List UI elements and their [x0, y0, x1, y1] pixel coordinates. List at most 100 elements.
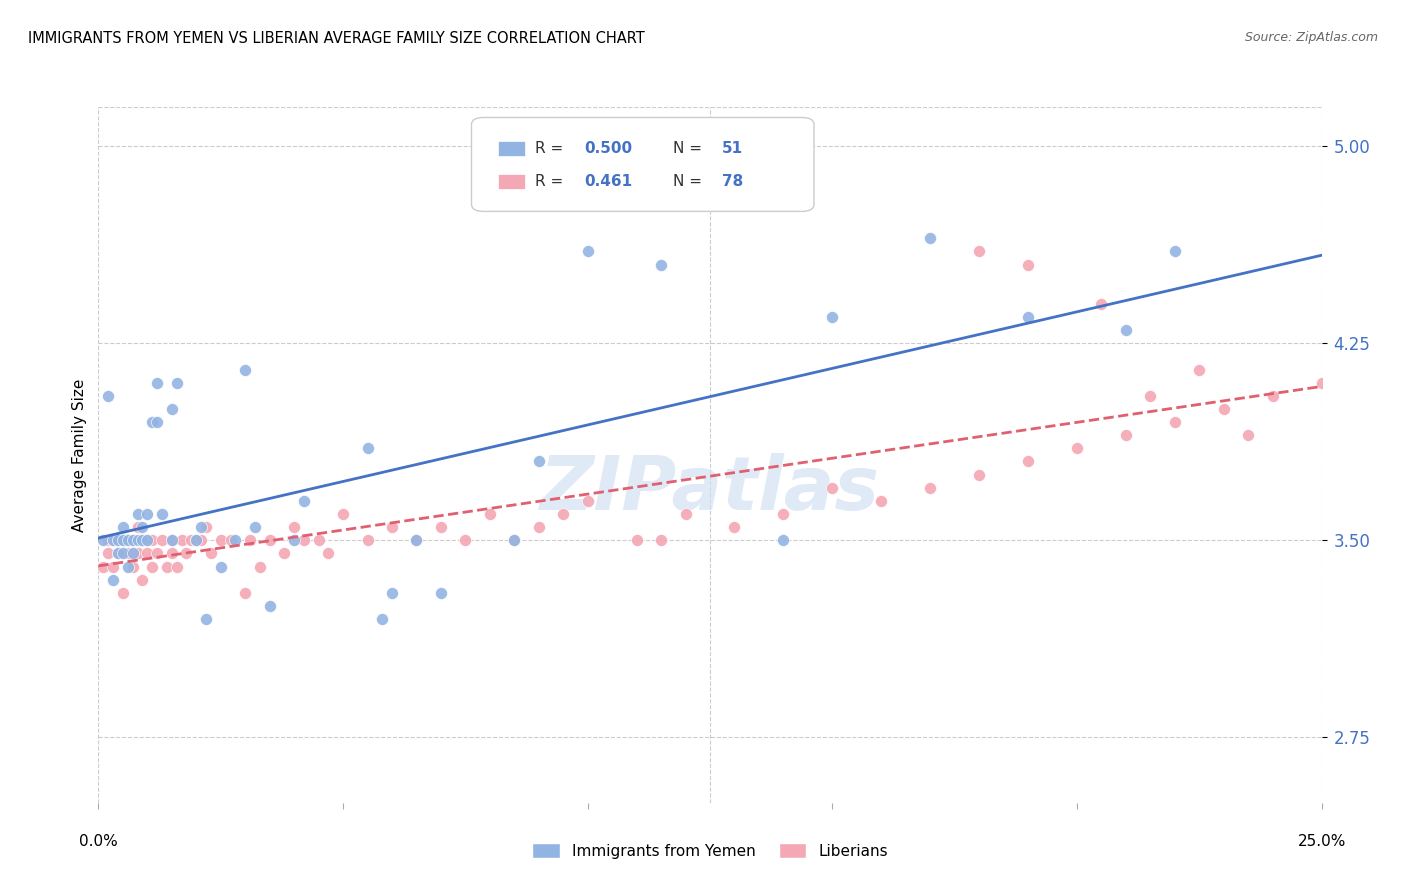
- Point: [967, 244, 990, 259]
- Point: [160, 401, 183, 416]
- Point: [1090, 297, 1112, 311]
- Text: ZIPatlas: ZIPatlas: [540, 453, 880, 526]
- Text: 0.0%: 0.0%: [79, 834, 118, 849]
- Point: [292, 494, 315, 508]
- Point: [121, 546, 143, 560]
- Point: [576, 494, 599, 508]
- Point: [127, 546, 149, 560]
- Point: [243, 520, 266, 534]
- Point: [553, 507, 575, 521]
- Point: [121, 533, 143, 548]
- Text: 78: 78: [723, 174, 744, 189]
- Point: [117, 533, 139, 548]
- Bar: [498, 141, 526, 156]
- Point: [101, 533, 124, 548]
- Point: [170, 533, 193, 548]
- Point: [141, 559, 163, 574]
- Point: [356, 442, 378, 456]
- FancyBboxPatch shape: [471, 118, 814, 211]
- Point: [675, 507, 697, 521]
- Point: [1310, 376, 1333, 390]
- Point: [131, 520, 153, 534]
- Point: [503, 533, 526, 548]
- Point: [1017, 454, 1039, 468]
- Point: [117, 533, 139, 548]
- Point: [371, 612, 394, 626]
- Point: [97, 389, 120, 403]
- Point: [150, 533, 173, 548]
- Point: [233, 362, 256, 376]
- Point: [195, 520, 218, 534]
- Point: [101, 533, 124, 548]
- Point: [127, 507, 149, 521]
- Point: [821, 481, 844, 495]
- Point: [920, 481, 942, 495]
- Point: [111, 546, 134, 560]
- Point: [1261, 389, 1284, 403]
- Point: [356, 533, 378, 548]
- Point: [186, 533, 208, 548]
- Point: [91, 559, 114, 574]
- Bar: [498, 174, 526, 189]
- Point: [121, 559, 143, 574]
- Point: [1164, 415, 1187, 429]
- Point: [131, 573, 153, 587]
- Point: [1066, 442, 1088, 456]
- Point: [160, 546, 183, 560]
- Point: [180, 533, 202, 548]
- Point: [97, 533, 120, 548]
- Point: [626, 533, 648, 548]
- Point: [430, 586, 453, 600]
- Point: [146, 376, 169, 390]
- Point: [136, 533, 159, 548]
- Point: [107, 533, 129, 548]
- Legend: Immigrants from Yemen, Liberians: Immigrants from Yemen, Liberians: [526, 837, 894, 864]
- Point: [381, 520, 404, 534]
- Point: [259, 599, 281, 613]
- Point: [239, 533, 262, 548]
- Point: [1237, 428, 1260, 442]
- Point: [527, 520, 550, 534]
- Point: [527, 454, 550, 468]
- Point: [821, 310, 844, 324]
- Text: 0.461: 0.461: [583, 174, 633, 189]
- Point: [156, 559, 179, 574]
- Point: [111, 520, 134, 534]
- Point: [920, 231, 942, 245]
- Point: [332, 507, 354, 521]
- Point: [166, 376, 188, 390]
- Point: [111, 533, 134, 548]
- Point: [195, 612, 218, 626]
- Point: [1212, 401, 1234, 416]
- Point: [283, 533, 305, 548]
- Point: [292, 533, 315, 548]
- Point: [209, 559, 232, 574]
- Point: [576, 244, 599, 259]
- Point: [190, 533, 212, 548]
- Point: [219, 533, 242, 548]
- Point: [117, 546, 139, 560]
- Point: [405, 533, 427, 548]
- Text: 25.0%: 25.0%: [1298, 834, 1346, 849]
- Point: [160, 533, 183, 548]
- Point: [131, 533, 153, 548]
- Point: [209, 533, 232, 548]
- Point: [117, 559, 139, 574]
- Point: [136, 507, 159, 521]
- Point: [97, 546, 120, 560]
- Point: [1115, 323, 1137, 337]
- Point: [224, 533, 246, 548]
- Point: [200, 546, 222, 560]
- Point: [967, 467, 990, 482]
- Point: [772, 533, 794, 548]
- Point: [233, 586, 256, 600]
- Point: [111, 533, 134, 548]
- Point: [127, 520, 149, 534]
- Point: [454, 533, 477, 548]
- Point: [190, 520, 212, 534]
- Point: [107, 533, 129, 548]
- Point: [111, 586, 134, 600]
- Text: R =: R =: [536, 141, 568, 156]
- Point: [650, 258, 672, 272]
- Point: [160, 533, 183, 548]
